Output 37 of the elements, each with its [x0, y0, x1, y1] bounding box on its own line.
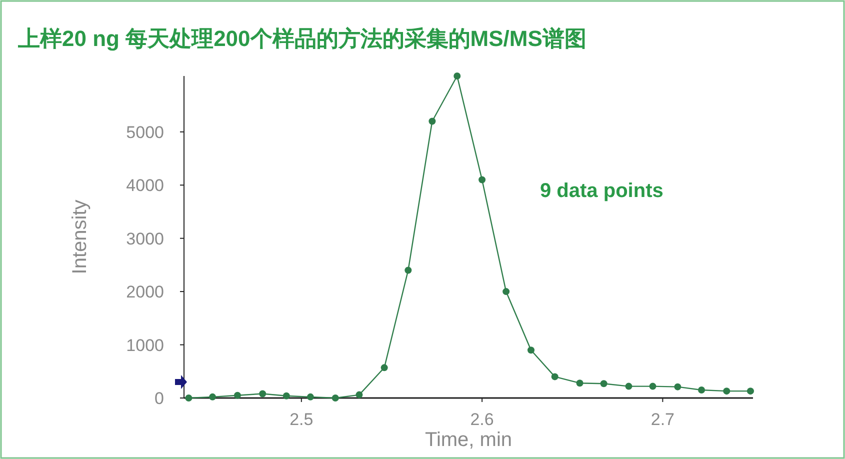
point [528, 346, 534, 354]
x-tick-label: 2.5 [290, 410, 314, 429]
y-tick-label: 4000 [126, 176, 164, 196]
point [380, 364, 388, 372]
point [625, 382, 632, 390]
point [576, 380, 584, 387]
point [502, 288, 510, 296]
point [259, 390, 266, 398]
point [649, 382, 656, 390]
y-axis-title: Intensity [69, 200, 91, 274]
point [746, 388, 754, 395]
y-tick-label: 5000 [126, 122, 164, 142]
point [698, 386, 706, 394]
point [674, 383, 682, 390]
point [723, 388, 730, 395]
point [332, 394, 339, 402]
point [306, 393, 314, 400]
point [234, 392, 241, 399]
point [356, 391, 363, 398]
point [282, 392, 290, 400]
y-tick-label: 3000 [126, 229, 164, 248]
point [209, 393, 216, 400]
y-tick-label: 2000 [126, 282, 164, 302]
point [454, 72, 461, 80]
point [404, 266, 412, 274]
x-tick-label: 2.6 [470, 410, 494, 429]
point [185, 394, 192, 402]
point [428, 118, 436, 125]
y-tick-label: 1000 [126, 336, 164, 355]
x-axis-title: Time, min [424, 429, 512, 451]
x-tick-label: 2.7 [650, 410, 675, 429]
point [551, 373, 558, 380]
annotation: 9 data points [540, 180, 664, 202]
point [600, 380, 608, 388]
point [478, 176, 486, 184]
chart-title: 上样20 ng 每天处理200个样品的方法的采集的MS/MS谱图 [17, 26, 586, 51]
y-tick-label: 0 [154, 389, 164, 408]
